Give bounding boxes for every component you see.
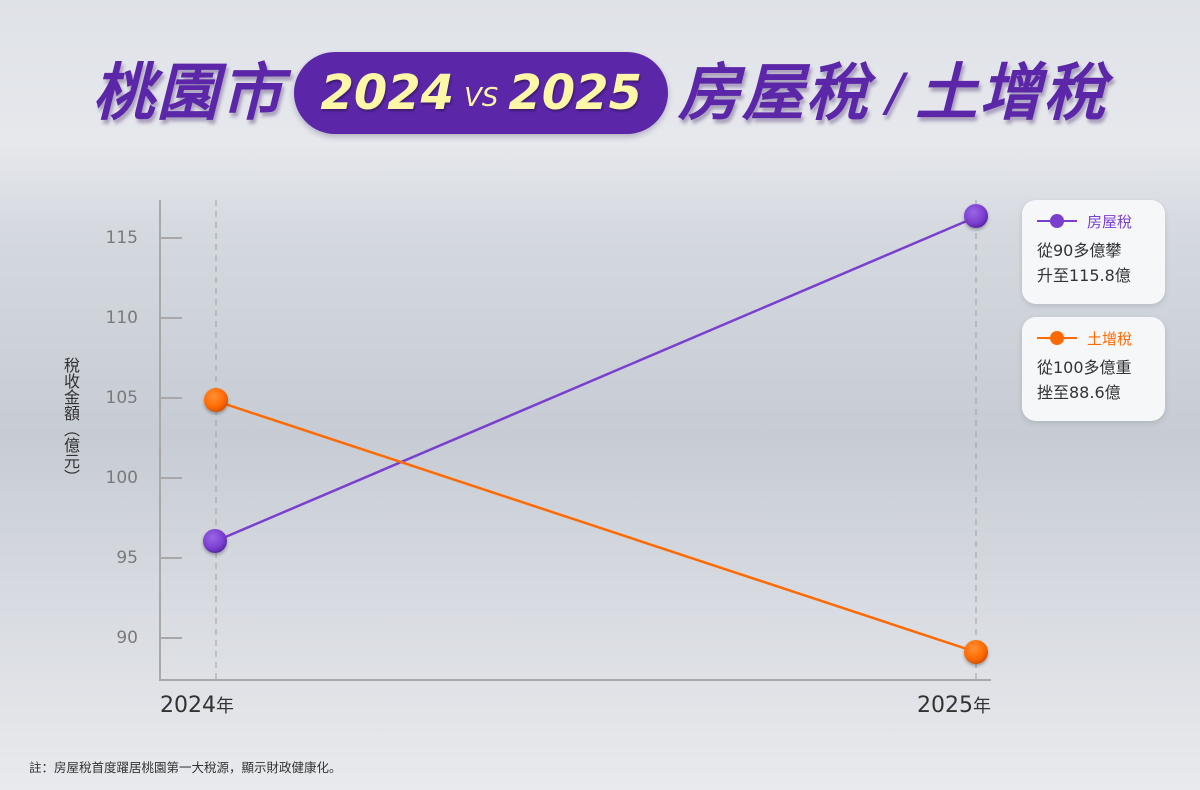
legend-desc-line: 從90多億攀 [1037, 241, 1122, 260]
x-tick-year: 2024 [160, 693, 216, 718]
y-tick-label: 95 [116, 548, 138, 568]
x-tick-2025: 2025年 [917, 692, 991, 718]
legend-description: 從90多億攀 升至115.8億 [1037, 238, 1165, 288]
land-tax-point-2025[interactable] [964, 640, 988, 664]
x-tick-2024: 2024年 [160, 692, 234, 718]
legend-desc-line: 升至115.8億 [1037, 266, 1131, 285]
legend-name: 土增稅 [1087, 329, 1133, 348]
y-tick-label: 100 [105, 468, 138, 488]
vs-label: VS [464, 83, 499, 113]
title-land-tax: 土增稅 [915, 56, 1108, 129]
year-a: 2024 [320, 65, 455, 121]
year-comparison-pill: 2024 VS 2025 [294, 52, 668, 134]
title-house-tax: 房屋稅 [677, 56, 870, 129]
year-b: 2025 [508, 65, 642, 121]
x-tick-year: 2025 [917, 693, 973, 718]
legend-name: 房屋稅 [1087, 212, 1133, 231]
chart-title: 桃園市 2024 VS 2025 房屋稅 / 土增稅 [0, 48, 1200, 138]
y-tick-marks [160, 237, 182, 639]
legend-land-tax: 土增稅 從100多億重 挫至88.6億 [1022, 317, 1165, 421]
y-tick-label: 90 [116, 628, 138, 648]
legend-desc-line: 從100多億重 [1037, 358, 1132, 377]
footnote: 註：房屋稅首度躍居桃園第一大稅源，顯示財政健康化。 [29, 760, 342, 775]
x-tick-unit: 年 [216, 696, 234, 717]
purple-line-dot-icon [1037, 213, 1077, 229]
title-city: 桃園市 [92, 56, 285, 129]
title-separator: / [885, 63, 906, 123]
land-tax-point-2024[interactable] [204, 388, 228, 412]
land-tax-line [215, 399, 977, 654]
legend-house-tax: 房屋稅 從90多億攀 升至115.8億 [1022, 200, 1165, 304]
x-tick-unit: 年 [973, 696, 991, 717]
legend-desc-line: 挫至88.6億 [1037, 383, 1121, 402]
house-tax-point-2024[interactable] [203, 529, 227, 553]
y-tick-label: 115 [105, 228, 138, 248]
y-axis-title: 稅收金額（億元） [61, 357, 80, 485]
y-tick-label: 110 [105, 308, 138, 328]
y-tick-label: 105 [105, 388, 138, 408]
house-tax-line [215, 215, 977, 543]
legend-description: 從100多億重 挫至88.6億 [1037, 355, 1165, 405]
orange-line-dot-icon [1037, 330, 1077, 346]
house-tax-point-2025[interactable] [964, 204, 988, 228]
